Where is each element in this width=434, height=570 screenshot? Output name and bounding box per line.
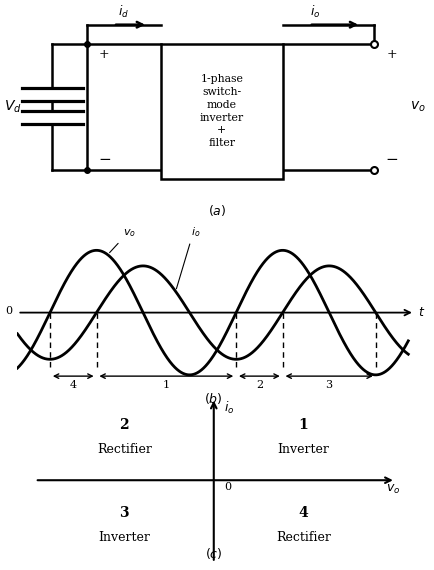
Text: $v_o$: $v_o$ xyxy=(385,483,399,496)
Text: 2: 2 xyxy=(255,380,262,390)
Text: $t$: $t$ xyxy=(417,306,424,319)
Text: −: − xyxy=(384,153,397,166)
Text: Inverter: Inverter xyxy=(277,442,329,455)
Text: 0: 0 xyxy=(6,306,13,316)
Text: 3: 3 xyxy=(119,506,129,520)
Text: Rectifier: Rectifier xyxy=(275,531,330,544)
Text: 1-phase
switch-
mode
inverter
+
filter: 1-phase switch- mode inverter + filter xyxy=(199,74,243,148)
Text: 1: 1 xyxy=(298,418,307,432)
Text: Rectifier: Rectifier xyxy=(97,442,151,455)
Text: 2: 2 xyxy=(119,418,129,432)
Text: −: − xyxy=(98,153,111,166)
Text: 0: 0 xyxy=(224,482,231,492)
FancyBboxPatch shape xyxy=(161,44,282,178)
Text: +: + xyxy=(385,48,396,61)
Text: 3: 3 xyxy=(325,380,332,390)
Text: +: + xyxy=(99,48,109,61)
Text: $i_o$: $i_o$ xyxy=(309,4,320,20)
Text: 4: 4 xyxy=(298,506,307,520)
Text: $(c)$: $(c)$ xyxy=(204,547,222,561)
Text: 1: 1 xyxy=(162,380,170,390)
Text: 4: 4 xyxy=(69,380,77,390)
Text: $V_d$: $V_d$ xyxy=(4,99,22,115)
Text: $i_d$: $i_d$ xyxy=(118,4,129,20)
Text: $v_o$: $v_o$ xyxy=(109,227,135,253)
Text: Inverter: Inverter xyxy=(98,531,150,544)
Text: $v_o$: $v_o$ xyxy=(409,100,424,114)
Text: $i_o$: $i_o$ xyxy=(176,225,201,289)
Text: $i_o$: $i_o$ xyxy=(224,400,234,416)
Text: $(b)$: $(b)$ xyxy=(203,391,222,406)
Text: $(a)$: $(a)$ xyxy=(208,203,226,218)
